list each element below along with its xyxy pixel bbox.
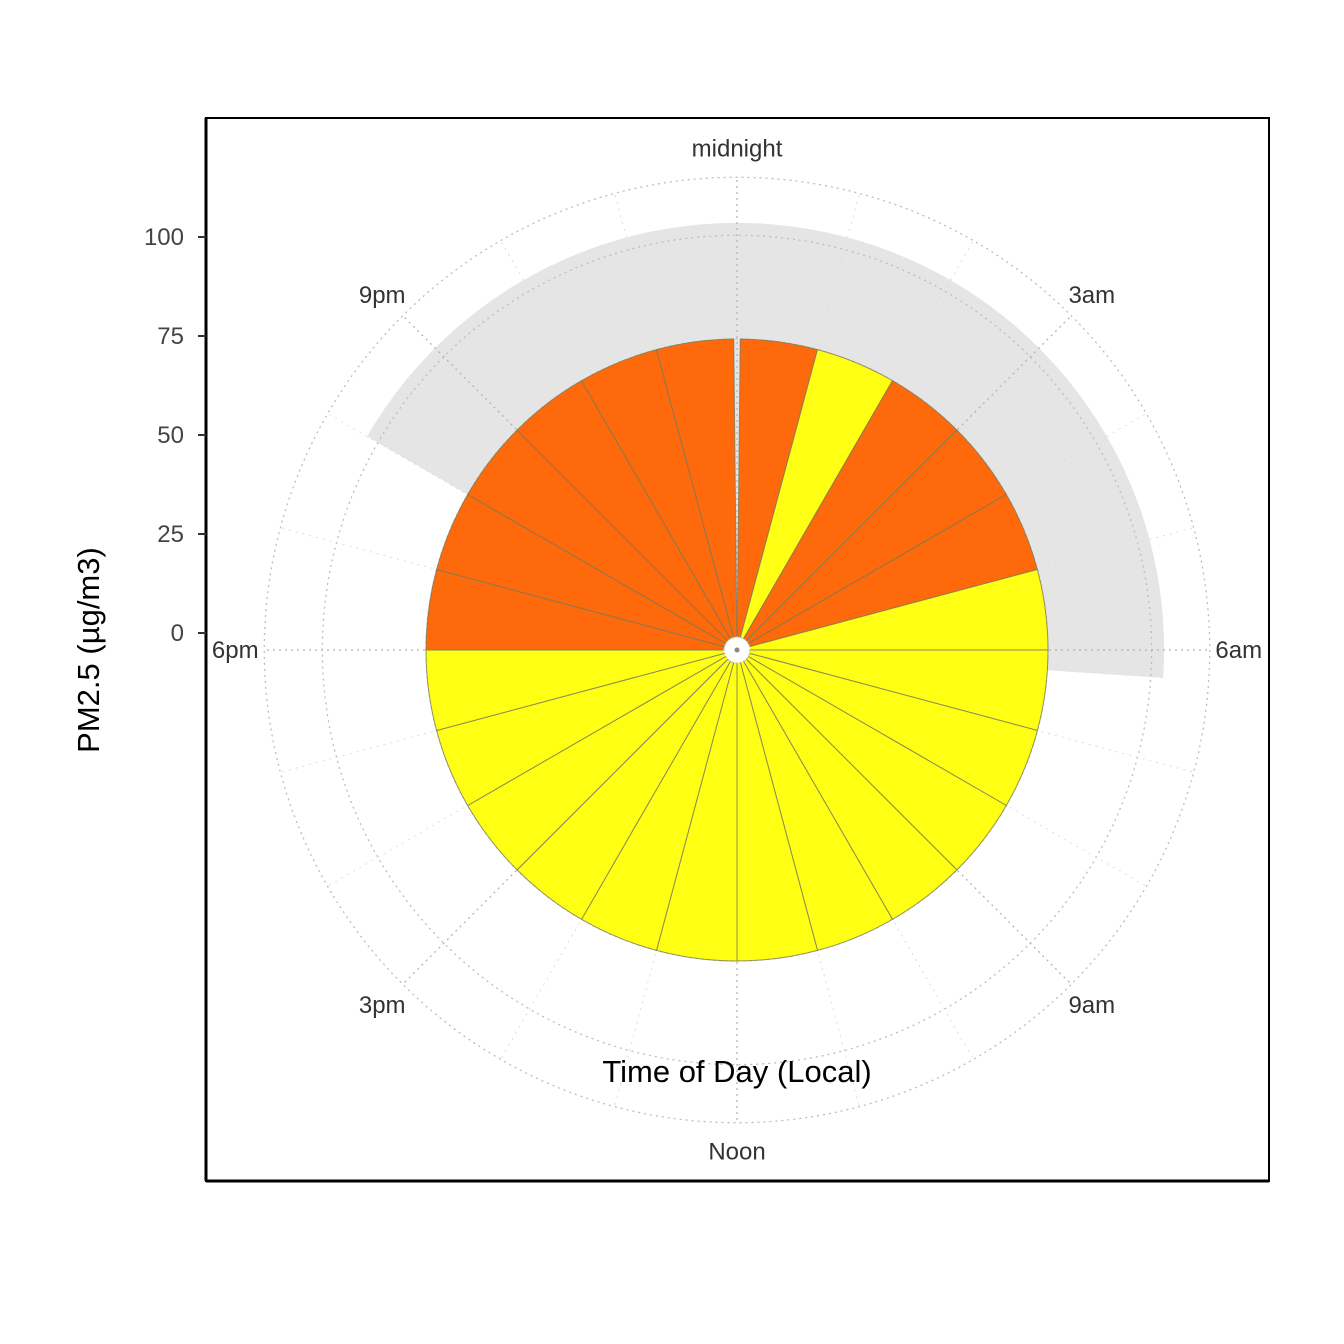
y-axis-title: PM2.5 (µg/m3)	[71, 547, 106, 753]
y-tick-label: 0	[171, 620, 184, 647]
center-marker-layer	[723, 636, 751, 664]
hour-label-15: 3pm	[359, 992, 406, 1019]
hour-label-0: midnight	[692, 135, 783, 162]
hour-label-21: 9pm	[359, 282, 406, 309]
x-axis-title: Time of Day (Local)	[602, 1054, 871, 1089]
y-tick-label: 100	[144, 224, 184, 251]
hour-label-3: 3am	[1068, 282, 1115, 309]
grid-ring	[263, 176, 1211, 1124]
hour-label-9: 9am	[1068, 992, 1115, 1019]
hour-label-6: 6am	[1215, 637, 1262, 664]
y-tick-label: 50	[157, 422, 184, 449]
y-ticks-layer: 0 25 50 75 100	[144, 224, 206, 647]
center-dot	[734, 647, 740, 653]
hour-label-12: Noon	[708, 1139, 765, 1166]
hour-labels-layer: midnight 3am 6am 9am Noon 3pm 6pm 9pm	[212, 135, 1262, 1165]
bars-layer	[425, 338, 1049, 962]
y-tick-label: 25	[157, 521, 184, 548]
y-tick-label: 75	[157, 323, 184, 350]
hour-label-18: 6pm	[212, 637, 259, 664]
bar-hour-23	[655, 338, 738, 651]
